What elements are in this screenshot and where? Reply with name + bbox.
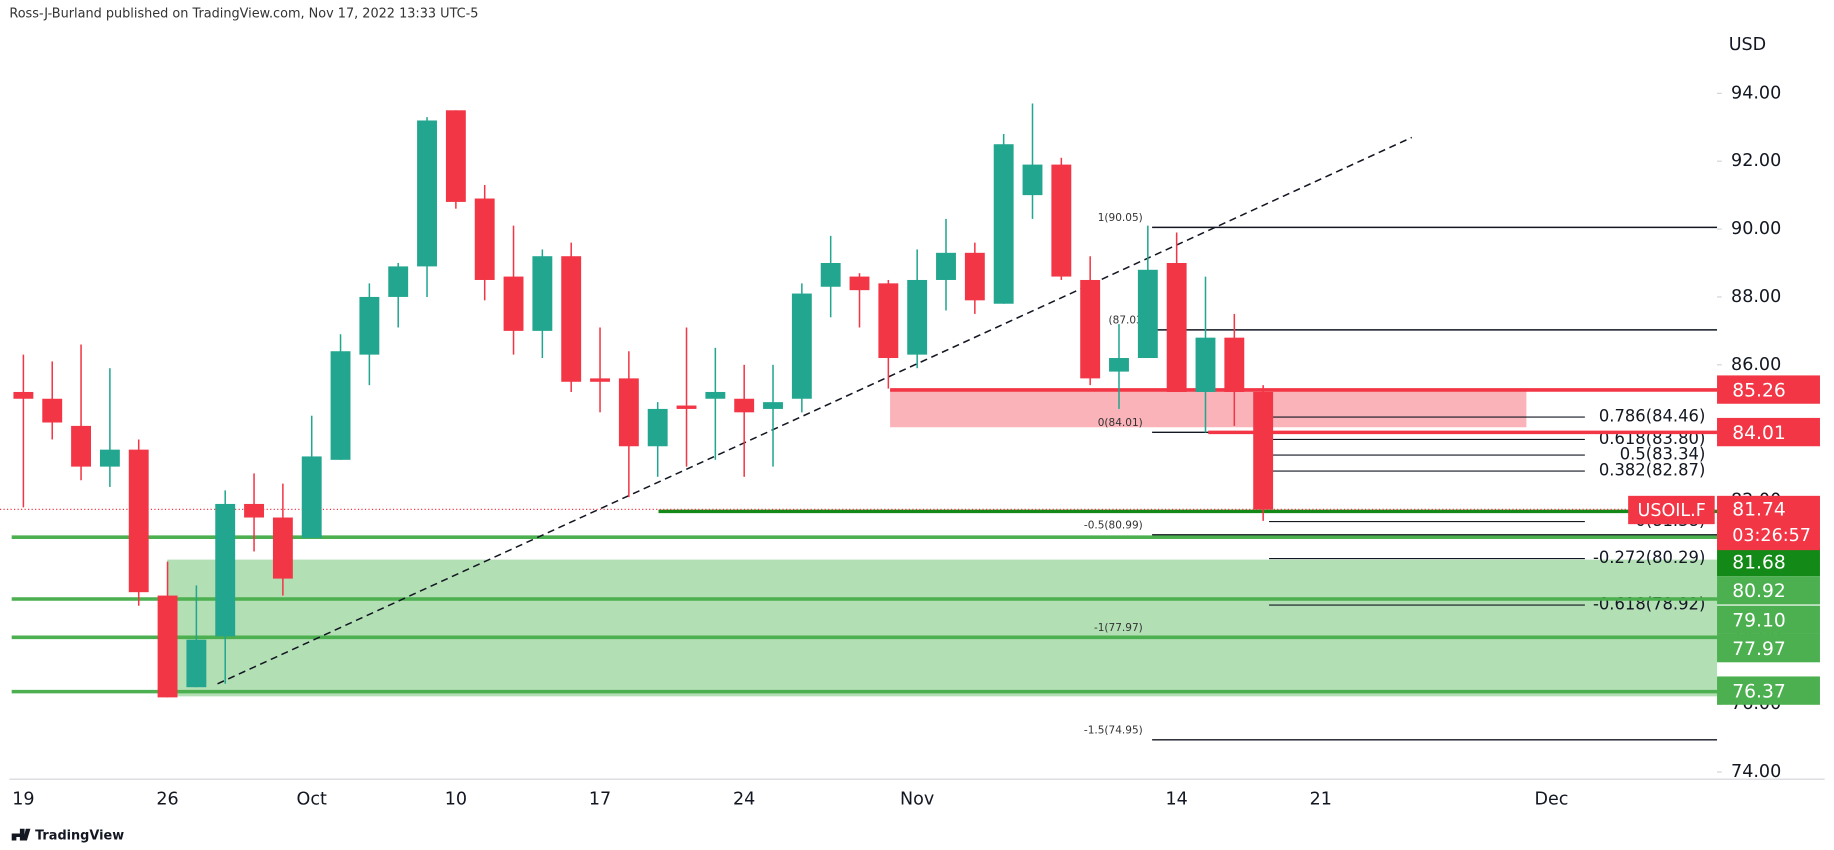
countdown: 03:26:57 [1732,526,1811,546]
fib-label: -1.5(74.95) [1084,724,1143,736]
x-tick-label: 19 [12,789,34,809]
zone [890,389,1527,428]
candle-body [1137,269,1158,359]
y-tick-label: 90.00 [1731,219,1781,239]
y-tick-label: 94.00 [1731,83,1781,103]
candle-body [1224,337,1245,392]
fib-label: 0(84.01) [1098,417,1143,429]
candle-body [763,402,783,409]
candle-body [186,639,207,688]
candle-body [474,198,495,280]
y-tick-label: 92.00 [1731,151,1781,171]
candle-body [849,276,870,291]
candle-body [42,398,63,423]
price-tag [1717,576,1820,605]
price-tag-label: 77.97 [1732,639,1786,660]
x-tick-label: 14 [1166,789,1188,809]
last-price-tag [1717,495,1820,551]
y-tick-label: 74.00 [1731,762,1781,782]
plot: 1(90.05) (87.03 0(84.01) -0.5(80.99) -1(77.9… [0,103,1718,741]
last-price-label: 81.74 [1732,499,1786,520]
trendline [217,136,1413,685]
candle-body [71,425,91,467]
price-tag-label: 81.68 [1732,553,1786,574]
price-tag [1717,633,1820,663]
header: Ross-J-Burland published on TradingView.… [9,7,478,22]
candle-body [272,517,293,579]
price-tag-label: 84.01 [1732,423,1786,444]
candle-body [907,279,928,355]
fib-label: -1(77.97) [1094,622,1143,634]
fib-label: 1(90.05) [1098,212,1143,224]
candle-body [445,110,466,202]
price-tag [1717,417,1820,447]
price-tag [1717,676,1820,705]
candle-body [618,378,639,447]
candle-body [301,456,322,538]
fib-label: 0.5(83.34) [1620,445,1706,464]
price-tag-label: 79.10 [1732,610,1786,631]
candle-body [1195,337,1216,392]
x-tick-label: 10 [445,789,467,809]
candle-body [993,144,1014,304]
footer: TradingView [35,828,124,843]
candle-body [791,293,812,399]
fib-label: (87.03 [1109,314,1143,326]
fib-label: -0.5(80.99) [1084,519,1143,531]
candle-body [676,405,697,409]
candle-body [503,276,524,331]
price-tag-label: 76.37 [1732,681,1786,702]
price-tag [1717,375,1820,404]
x-tick-label: Dec [1535,789,1569,809]
candle-body [99,449,120,467]
y-tick-label: 88.00 [1731,287,1781,307]
candle-body [1166,263,1187,392]
candle-body [359,296,380,355]
candle-body [1109,358,1129,372]
logo [11,828,31,841]
candle-body [215,503,236,637]
candle-body [128,449,149,593]
candle-body [561,256,582,382]
fib-label: 0.786(84.46) [1599,407,1705,426]
x-tick-label: Nov [900,789,934,809]
candle-body [330,351,351,460]
x-tick-label: 17 [589,789,611,809]
candle-body [1080,279,1101,379]
x-tick-label: 21 [1310,789,1332,809]
x-tick-label: 26 [156,789,178,809]
symbol-tag [1628,495,1715,525]
candle-body [532,256,553,331]
candle-body [1253,391,1274,510]
y-axis-label: USD [1729,35,1766,55]
candle-body [964,252,985,301]
candle-body [590,378,610,382]
candle-body [417,120,437,267]
symbol-label: USOIL.F [1638,501,1706,521]
y-tick-label: 86.00 [1731,355,1781,375]
fib-label: -0.272(80.29) [1593,548,1705,567]
price-tag-label: 80.92 [1732,581,1786,602]
zone [167,559,1718,697]
x-tick-label: Oct [297,789,327,809]
fib-label: 0.382(82.87) [1599,460,1705,479]
candle-body [705,391,726,399]
price-tag [1717,605,1820,634]
candle-body [878,283,899,359]
price-tag [1717,547,1820,577]
candle-body [1051,164,1072,277]
candle-body [936,252,956,280]
candle-body [157,595,178,698]
x-tick-label: 24 [733,789,755,809]
candle-body [13,391,34,399]
candle-body [1022,164,1043,196]
candle-body [647,408,668,447]
candle-body [820,263,841,287]
price-tag-label: 85.26 [1732,380,1786,401]
candle-body [734,398,755,413]
candle-body [244,503,264,518]
candle-body [388,266,409,297]
